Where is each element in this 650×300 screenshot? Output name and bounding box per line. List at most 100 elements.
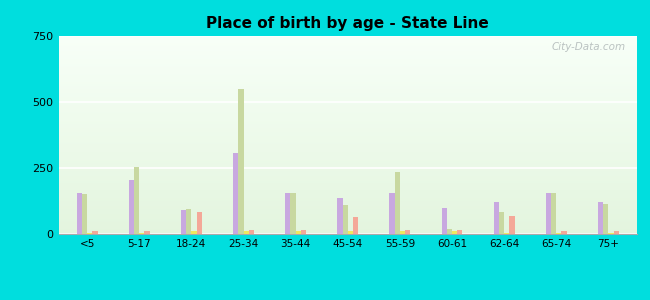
Bar [551, 193, 556, 234]
Bar [58, 85, 637, 86]
Bar [249, 230, 254, 234]
Bar [58, 44, 637, 45]
Bar [58, 222, 637, 223]
Bar [58, 174, 637, 175]
Bar [58, 55, 637, 56]
Bar [58, 110, 637, 111]
Bar [58, 70, 637, 71]
Bar [58, 78, 637, 79]
Bar [58, 96, 637, 98]
Bar [58, 167, 637, 168]
Bar [58, 153, 637, 154]
Bar [58, 72, 637, 73]
Bar [58, 219, 637, 220]
Bar [196, 212, 202, 234]
Bar [58, 123, 637, 124]
Bar [58, 129, 637, 130]
Bar [58, 225, 637, 226]
Bar [58, 132, 637, 133]
Bar [58, 214, 637, 215]
Bar [58, 95, 637, 96]
Bar [58, 89, 637, 90]
Bar [510, 215, 515, 234]
Bar [58, 92, 637, 93]
Bar [58, 181, 637, 182]
Bar [58, 121, 637, 122]
Bar [58, 105, 637, 106]
Bar [348, 231, 353, 234]
Bar [58, 120, 637, 121]
Bar [58, 223, 637, 224]
Bar [58, 197, 637, 198]
Bar [58, 163, 637, 164]
Bar [58, 216, 637, 217]
Bar [58, 142, 637, 143]
Bar [353, 217, 358, 234]
Bar [58, 177, 637, 178]
Bar [400, 231, 405, 234]
Bar [58, 161, 637, 162]
Bar [58, 156, 637, 157]
Bar [58, 54, 637, 55]
Bar [58, 152, 637, 153]
Bar [58, 73, 637, 74]
Bar [58, 192, 637, 194]
Bar [58, 119, 637, 120]
Bar [58, 204, 637, 205]
Bar [58, 61, 637, 62]
Bar [58, 205, 637, 206]
Bar [291, 193, 296, 234]
Bar [58, 187, 637, 188]
Bar [58, 114, 637, 115]
Bar [58, 108, 637, 109]
Bar [58, 102, 637, 103]
Bar [58, 141, 637, 142]
Bar [614, 231, 619, 234]
Bar [58, 58, 637, 59]
Bar [58, 52, 637, 53]
Bar [58, 88, 637, 89]
Bar [58, 203, 637, 204]
Bar [58, 39, 637, 40]
Bar [58, 79, 637, 80]
Bar [389, 193, 395, 234]
Bar [608, 233, 614, 234]
Bar [58, 104, 637, 105]
Bar [58, 133, 637, 134]
Bar [58, 115, 637, 116]
Bar [58, 60, 637, 61]
Bar [58, 231, 637, 232]
Bar [87, 233, 92, 234]
Bar [58, 171, 637, 172]
Bar [58, 175, 637, 176]
Bar [504, 233, 510, 234]
Bar [58, 217, 637, 218]
Bar [447, 229, 452, 234]
Bar [405, 230, 410, 234]
Bar [58, 155, 637, 156]
Bar [58, 176, 637, 177]
Bar [58, 228, 637, 229]
Bar [58, 99, 637, 100]
Bar [58, 188, 637, 190]
Bar [58, 53, 637, 54]
Title: Place of birth by age - State Line: Place of birth by age - State Line [207, 16, 489, 31]
Bar [343, 205, 348, 234]
Bar [58, 224, 637, 225]
Bar [58, 42, 637, 43]
Bar [58, 76, 637, 78]
Bar [58, 144, 637, 145]
Bar [58, 185, 637, 187]
Bar [58, 218, 637, 219]
Bar [58, 40, 637, 41]
Bar [58, 135, 637, 136]
Bar [58, 134, 637, 135]
Text: City-Data.com: City-Data.com [551, 42, 625, 52]
Bar [598, 202, 603, 234]
Bar [58, 98, 637, 99]
Bar [58, 190, 637, 191]
Bar [58, 106, 637, 107]
Bar [494, 202, 499, 234]
Bar [58, 64, 637, 65]
Bar [58, 195, 637, 196]
